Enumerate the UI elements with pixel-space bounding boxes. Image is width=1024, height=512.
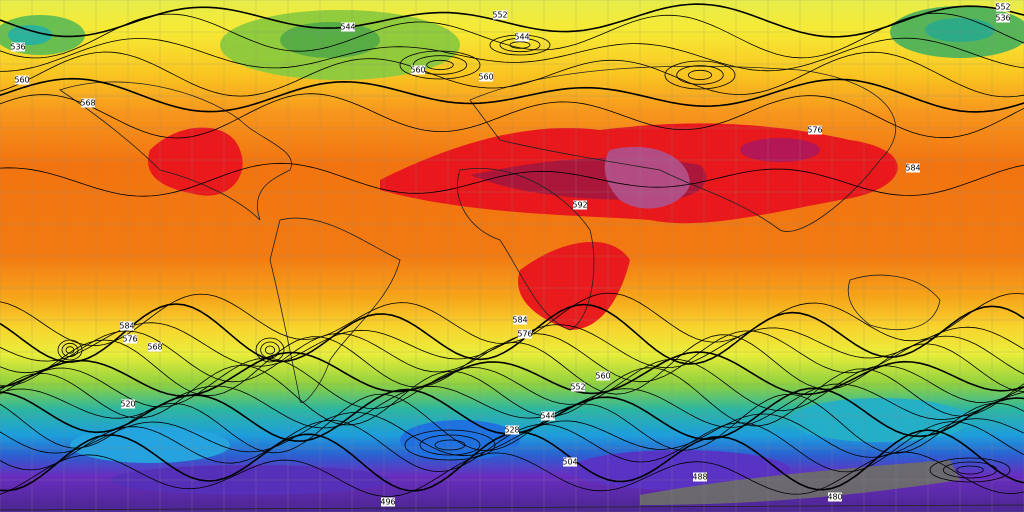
label-box [996,13,1010,23]
label-box [11,42,25,52]
label-box [493,10,507,20]
label-box [479,72,493,82]
contour-line [0,393,1024,454]
contour-label: 584 [512,316,527,325]
height-contours [0,3,1024,497]
label-box [513,315,527,325]
contour-ring [255,337,285,363]
contour-label: 576 [807,126,822,135]
contour-label: 568 [80,99,95,108]
label-box [15,75,29,85]
label-box [518,329,532,339]
contour-label: 584 [905,164,920,173]
label-box [596,371,610,381]
contour-line [0,351,1024,397]
contour-line [0,334,1024,397]
contour-label: 504 [562,458,577,467]
label-box [123,334,137,344]
contour-label: 544 [340,23,355,32]
contour-ring [509,41,531,49]
label-box [505,425,519,435]
contour-line [0,12,1024,59]
contour-label: 496 [380,498,395,507]
contour-label: 544 [514,33,529,42]
label-box [808,125,822,135]
label-box [81,98,95,108]
label-box [341,22,355,32]
contour-ring [419,434,481,456]
contour-label: 528 [504,426,519,435]
contour-label: 520 [120,400,135,409]
label-box [148,342,162,352]
contour-label: 480 [827,493,842,502]
label-box [571,382,585,392]
contour-label: 560 [595,372,610,381]
label-box [996,2,1010,12]
contour-ring [929,457,1011,483]
label-box [381,497,395,507]
contour-label: 568 [147,343,162,352]
contour-label: 552 [492,11,507,20]
contour-label: 536 [10,43,25,52]
contour-line [0,364,1024,427]
contour-ring [434,439,466,451]
contour-label: 488 [692,473,707,482]
label-box [121,399,135,409]
contour-line [0,330,1024,383]
contour-label: 552 [570,383,585,392]
contour-ring [399,50,481,80]
contour-ring [264,345,276,355]
contour-line [0,3,1024,38]
contour-ring [260,341,280,359]
contour-label: 560 [14,76,29,85]
label-box [541,411,555,421]
contour-label: 544 [540,412,555,421]
contour-label: 536 [995,14,1010,23]
contour-line [0,37,1024,72]
label-box [515,32,529,42]
contour-label: 584 [119,322,134,331]
contour-ring [61,342,79,358]
contour-ring [412,55,468,75]
contour-ring [65,346,75,354]
label-box [906,163,920,173]
contour-line [0,93,1024,139]
coastlines [0,65,1024,511]
contour-line [0,303,1024,365]
contour-line [0,412,1024,458]
label-box [411,65,425,75]
label-box [563,457,577,467]
contour-ring [57,339,83,361]
contour-line [0,451,1024,497]
label-box [573,200,587,210]
contour-line [0,162,1024,197]
label-box [693,472,707,482]
contour-line [0,357,1024,412]
contour-label: 560 [410,66,425,75]
contour-label: 576 [122,335,137,344]
contour-ring [687,69,713,81]
contour-label: 560 [478,73,493,82]
contour-line [0,77,1024,113]
contour-ring [404,429,496,461]
contour-ring [942,461,998,479]
contour-label: 576 [517,330,532,339]
contour-label: 592 [572,201,587,210]
contour-ring [956,465,984,475]
contour-line [0,51,1024,98]
contour-line [0,322,1024,369]
contour-labels: 552 544 544 560 560 568 560 536 576 592 584 584 576 5… [10,2,1011,507]
label-box [828,492,842,502]
contour-label: 552 [995,3,1010,12]
label-box [120,321,134,331]
contour-ring [426,59,454,71]
contour-ring [676,65,724,85]
contour-ring [664,60,736,90]
